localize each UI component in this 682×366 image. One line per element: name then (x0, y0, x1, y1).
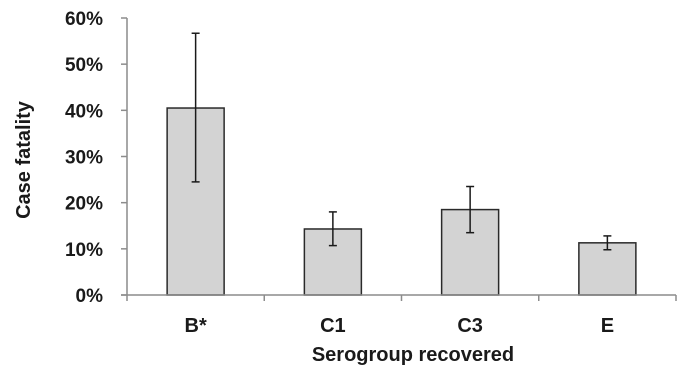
error-bar (191, 32, 200, 183)
y-tick-label: 60% (65, 9, 103, 30)
x-tick-label: E (601, 315, 614, 337)
y-tick-label: 40% (65, 101, 103, 122)
error-bar (328, 211, 337, 247)
axes (121, 18, 677, 301)
y-tick-label: 0% (76, 286, 104, 307)
y-tick-label: 50% (65, 55, 103, 76)
bar-e (578, 242, 637, 296)
y-tick-label: 30% (65, 148, 103, 169)
error-bars (191, 32, 612, 251)
x-tick-label: C1 (320, 315, 346, 337)
error-bar (466, 185, 475, 234)
bars (166, 107, 637, 296)
x-axis-labels: B* C1 C3 E (185, 315, 615, 337)
x-tick-label: B* (185, 315, 207, 337)
x-tick-label: C3 (457, 315, 483, 337)
y-axis-title: Case fatality (13, 100, 35, 219)
x-axis-title: Serogroup recovered (312, 344, 514, 366)
error-bar (603, 235, 612, 251)
y-tick-label: 20% (65, 194, 103, 215)
y-tick-label: 10% (65, 240, 103, 261)
y-axis-ticks: 0% 10% 20% 30% 40% 50% 60% (65, 9, 127, 307)
